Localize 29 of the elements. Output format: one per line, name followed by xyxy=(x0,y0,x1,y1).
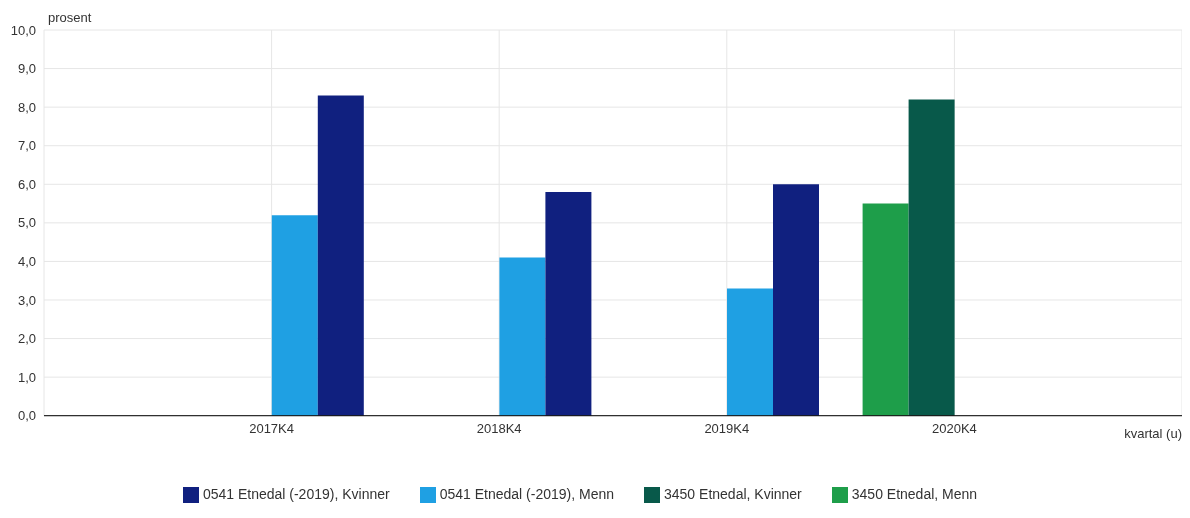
x-tick-label: 2017K4 xyxy=(249,420,295,436)
x-axis-title: kvartal (u) xyxy=(1124,426,1182,441)
bar xyxy=(727,288,773,416)
y-tick-label: 4,0 xyxy=(17,254,36,270)
y-tick-label: 8,0 xyxy=(17,99,36,115)
x-tick-label: 2018K4 xyxy=(476,420,522,436)
legend-label: 0541 Etnedal (-2019), Menn xyxy=(439,485,615,502)
y-tick-label: 9,0 xyxy=(17,61,36,77)
y-tick-label: 1,0 xyxy=(17,369,36,385)
y-tick-label: 0,0 xyxy=(17,408,36,424)
x-tick-label: 2020K4 xyxy=(931,420,977,436)
bar xyxy=(271,215,318,416)
bar xyxy=(773,184,819,416)
y-tick-label: 7,0 xyxy=(17,138,36,154)
bar xyxy=(908,99,955,416)
bar xyxy=(317,95,364,416)
y-tick-label: 3,0 xyxy=(17,292,36,308)
y-tick-label: 5,0 xyxy=(17,215,36,231)
legend-label: 3450 Etnedal, Menn xyxy=(851,485,978,502)
y-tick-label: 2,0 xyxy=(17,331,36,347)
y-axis-title: prosent xyxy=(48,10,92,25)
bar xyxy=(545,192,592,416)
bar xyxy=(862,203,909,416)
legend-label: 3450 Etnedal, Kvinner xyxy=(664,485,802,502)
x-tick-label: 2019K4 xyxy=(704,420,750,436)
y-tick-label: 6,0 xyxy=(17,176,36,192)
bar xyxy=(499,257,546,416)
y-tick-label: 10,0 xyxy=(10,22,36,38)
legend-label: 0541 Etnedal (-2019), Kvinner xyxy=(202,485,390,502)
